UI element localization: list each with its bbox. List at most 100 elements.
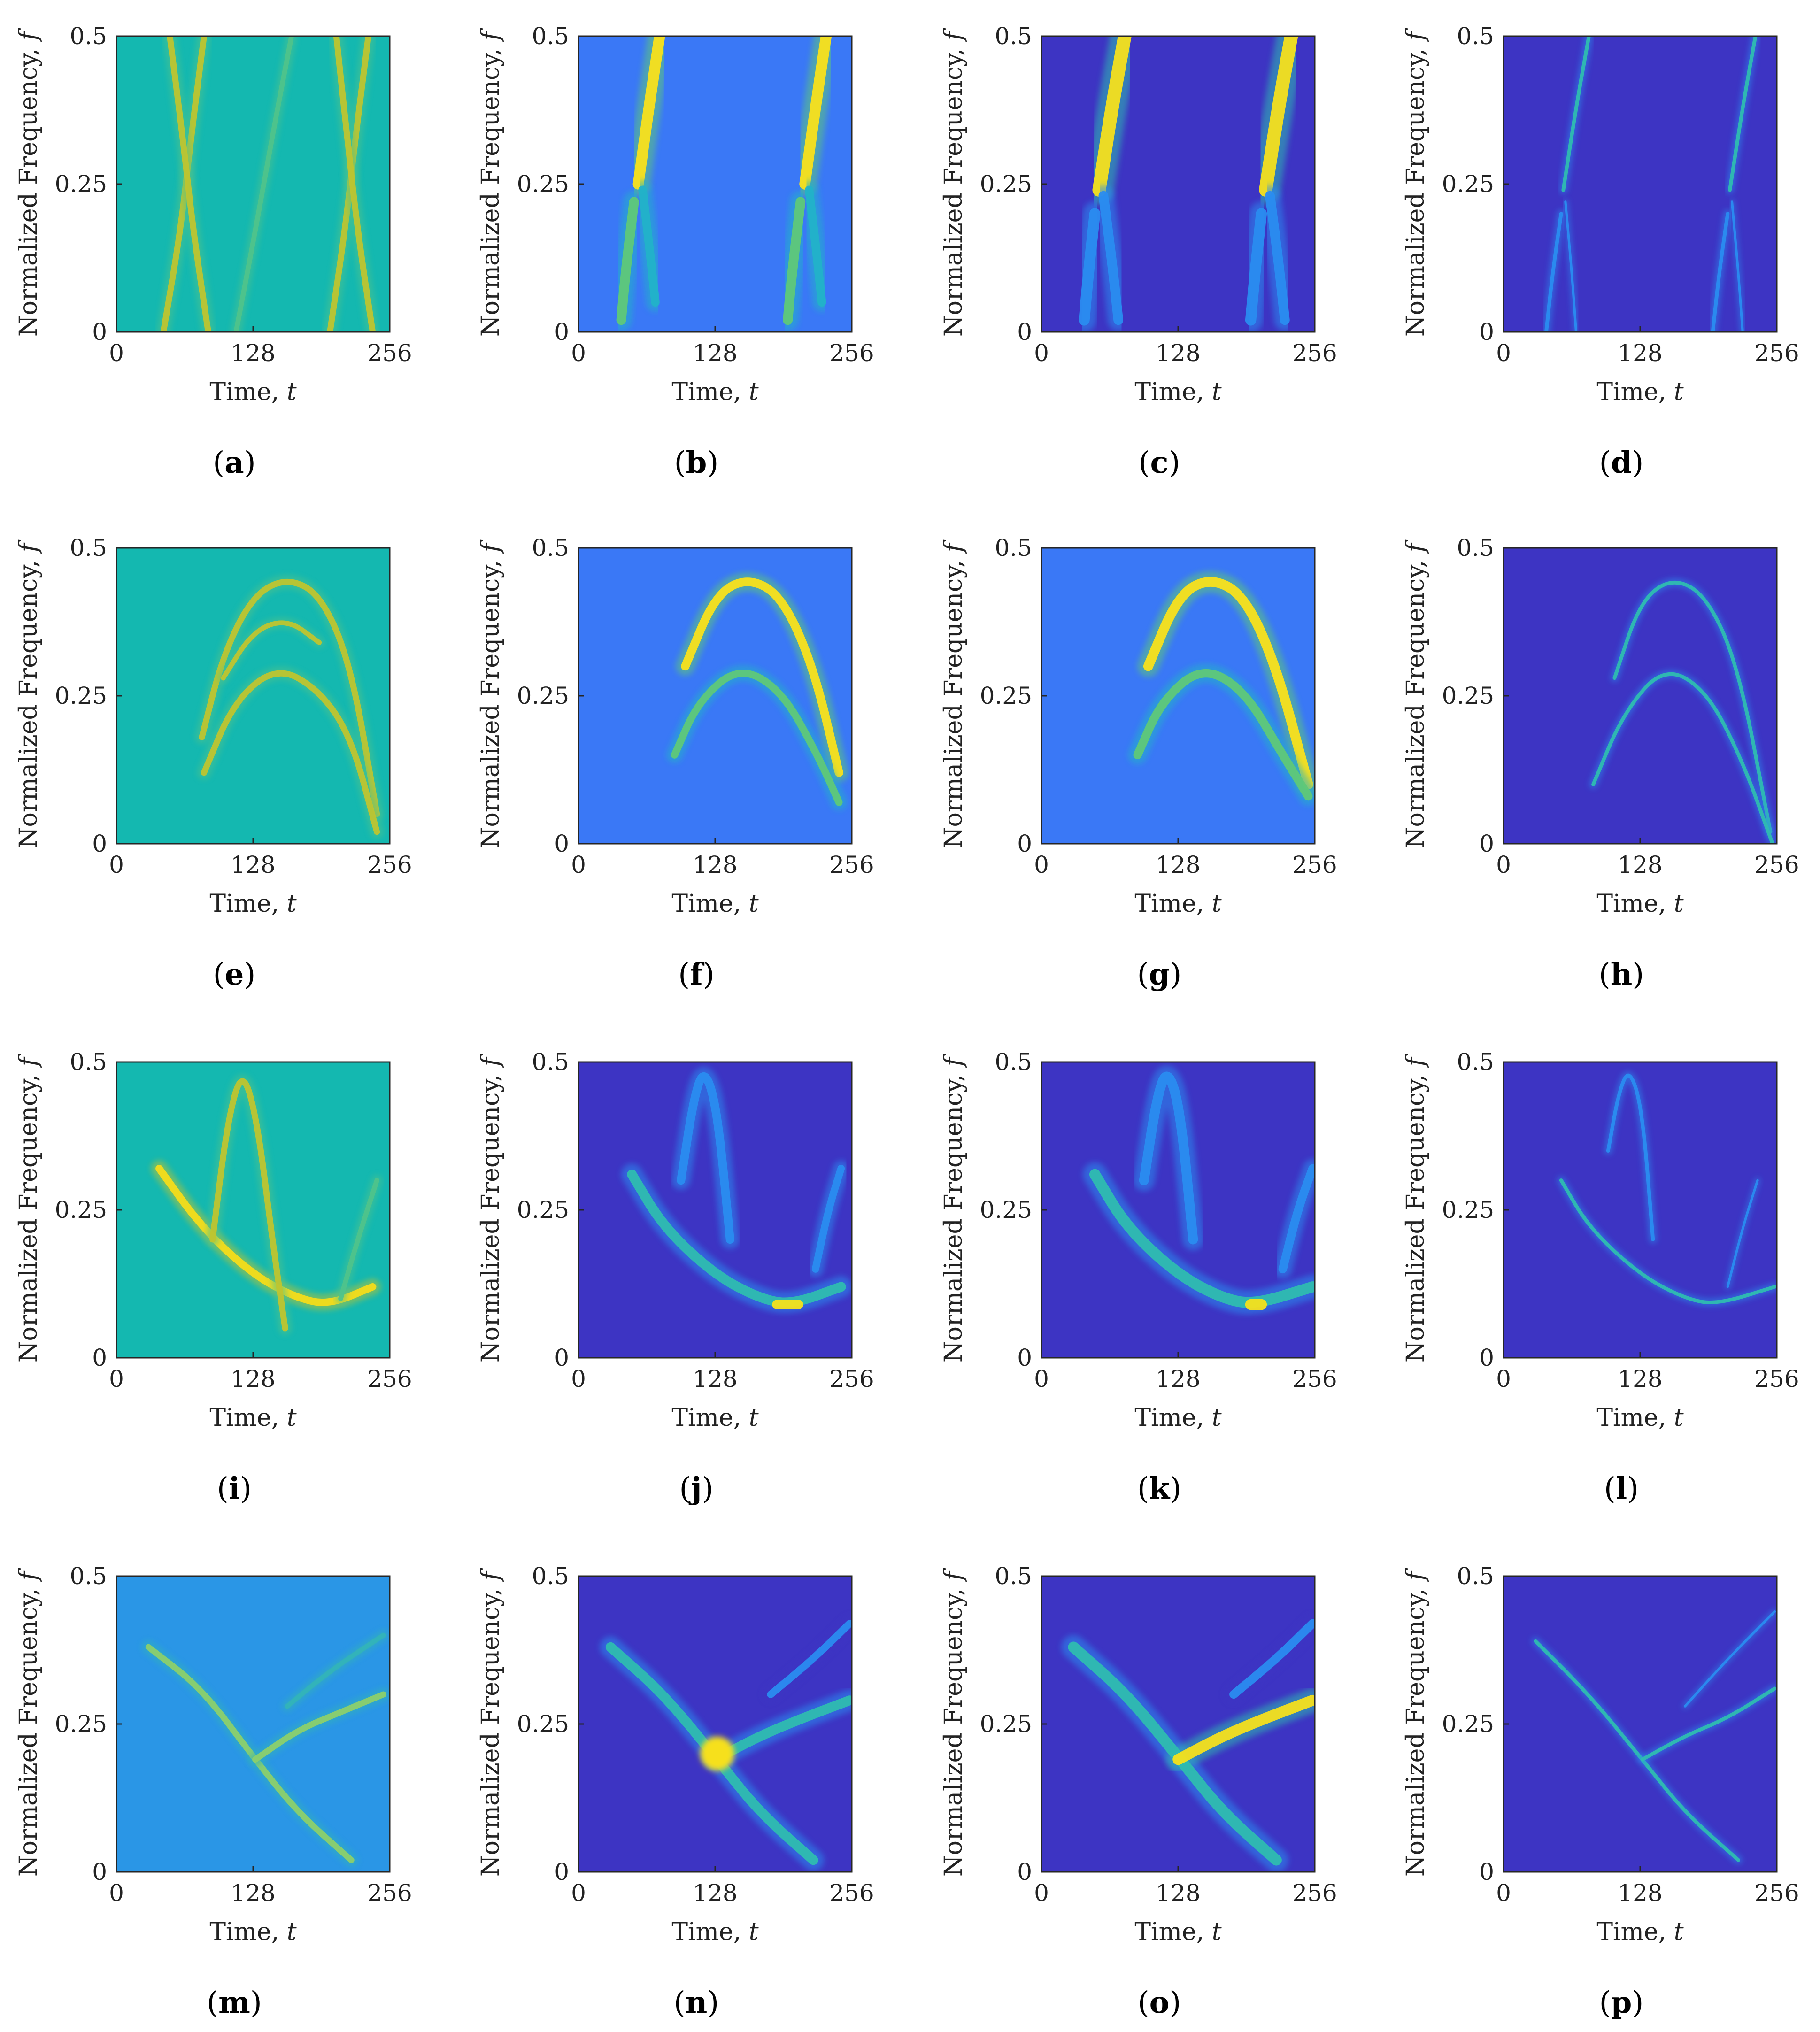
y-tick-label: 0.5 [532,534,569,562]
x-tick-label: 256 [829,1365,874,1393]
y-tick-label: 0 [1017,830,1032,857]
ridge-1 [1092,36,1132,197]
x-tick-label: 0 [1496,1365,1511,1393]
x-tick-label: 256 [1754,339,1799,367]
x-axis-label-text: Time, [209,1404,286,1432]
x-axis-variable: t [1674,890,1684,918]
x-axis-label-text: Time, [209,1918,286,1946]
ridge-2 [677,1072,734,1244]
y-tick-label: 0 [92,830,107,857]
x-axis-label: Time, t [1596,1918,1683,1946]
panel-b: 0 128 256 0 0.25 0.5 Time, t Normalized Frequen… [477,23,874,480]
ridge-1 [1559,1178,1777,1304]
ridge-2 [1640,1686,1777,1762]
ridge-3 [1564,200,1578,332]
heatmap-ridges [610,36,839,331]
panel-m: 0 128 256 0 0.25 0.5 Time, t Normalized Frequen… [15,1562,412,2020]
x-tick-label: 256 [829,851,874,878]
y-axis-label: Normalized Frequency, f [15,1054,43,1362]
y-axis-variable: f [477,1568,505,1582]
panel-d: 0 128 256 0 0.25 0.5 Time, t Normalized Frequen… [1402,23,1799,480]
panel-l: 0 128 256 0 0.25 0.5 Time, t Normalized Frequen… [1402,1048,1799,1506]
panel-caption: (o) [1138,1985,1181,2020]
panel-caption-letter: d [1611,445,1632,480]
heatmap-ridges [666,572,848,810]
panel-g: 0 128 256 0 0.25 0.5 Time, t Normalized Frequen… [940,534,1337,992]
y-axis-label: Normalized Frequency, f [940,1568,968,1877]
y-tick-label: 0.5 [69,23,107,50]
y-tick-label: 0.25 [55,1710,107,1738]
x-tick-label: 0 [109,1879,124,1907]
y-tick-label: 0.5 [1457,534,1494,562]
y-axis-variable: f [940,28,968,42]
x-tick-label: 128 [1618,339,1662,367]
y-axis-variable: f [1402,1568,1430,1582]
x-axis-label: Time, t [671,890,758,918]
x-tick-label: 0 [109,339,124,367]
y-tick-label: 0.5 [69,1562,107,1590]
x-axis-label: Time, t [1596,1404,1683,1432]
panel-j: 0 128 256 0 0.25 0.5 Time, t Normalized Frequen… [477,1048,874,1506]
x-tick-label: 256 [1292,339,1337,367]
panel-caption-letter: j [688,1471,702,1506]
y-tick-label: 0.25 [980,1710,1032,1738]
y-tick-label: 0 [554,1344,569,1371]
panel-caption: (n) [674,1985,719,2020]
x-axis-label-text: Time, [1134,890,1211,918]
ridge-1 [1143,577,1313,790]
y-axis-label-text: Normalized Frequency, [477,1580,505,1877]
x-axis-label: Time, t [209,378,296,406]
x-axis-label-text: Time, [209,890,286,918]
panel-e: 0 128 256 0 0.25 0.5 Time, t Normalized Frequen… [15,534,412,992]
y-tick-label: 0.5 [69,534,107,562]
x-axis-variable: t [1674,378,1684,406]
heatmap-ridges [195,575,384,839]
x-tick-label: 0 [1034,851,1049,878]
y-tick-label: 0.25 [980,682,1032,709]
y-tick-label: 0 [1017,1344,1032,1371]
y-tick-label: 0 [1479,830,1494,857]
ridge-5 [1711,212,1730,332]
x-tick-label: 0 [1034,1365,1049,1393]
ridge-5 [783,197,806,325]
y-axis-label: Normalized Frequency, f [940,1054,968,1362]
y-tick-label: 0.5 [995,23,1032,50]
x-axis-label: Time, t [1134,378,1221,406]
ridge-5 [1245,208,1267,326]
panel-caption: (m) [207,1985,262,2020]
panel-caption-letter: a [224,445,244,480]
y-axis-label-text: Normalized Frequency, [1402,1066,1430,1362]
y-axis-label: Normalized Frequency, f [940,28,968,337]
y-tick-label: 0 [1017,1858,1032,1886]
x-tick-label: 0 [571,1365,586,1393]
y-tick-label: 0.25 [1442,1710,1494,1738]
x-tick-label: 128 [1618,1879,1662,1907]
ridge-4 [811,1165,845,1273]
y-tick-label: 0.25 [517,1196,569,1224]
panel-caption-letter: o [1149,1985,1170,2020]
y-tick-label: 0.5 [1457,23,1494,50]
panel-caption: (g) [1137,957,1182,992]
panel-p: 0 128 256 0 0.25 0.5 Time, t Normalized Frequen… [1402,1562,1799,2020]
x-axis-label: Time, t [1596,378,1683,406]
x-axis-label-text: Time, [671,1918,748,1946]
x-tick-label: 256 [367,1879,412,1907]
x-axis-label: Time, t [671,378,758,406]
x-tick-label: 0 [571,851,586,878]
ridge-4 [327,36,372,332]
ridge-2 [167,36,212,332]
x-tick-label: 0 [109,851,124,878]
y-axis-variable: f [940,1568,968,1582]
x-axis-label: Time, t [209,1918,296,1946]
y-tick-label: 0.5 [532,23,569,50]
panel-i: 0 128 256 0 0.25 0.5 Time, t Normalized Frequen… [15,1048,412,1506]
y-axis-label: Normalized Frequency, f [477,28,505,337]
y-tick-label: 0.5 [1457,1048,1494,1076]
panel-caption-letter: k [1149,1471,1171,1506]
x-tick-label: 128 [1156,851,1200,878]
panel-c: 0 128 256 0 0.25 0.5 Time, t Normalized Frequen… [940,23,1337,480]
ridge-2 [1079,208,1101,326]
heatmap-ridges [151,1074,383,1335]
panel-caption: (l) [1604,1471,1639,1506]
y-axis-label: Normalized Frequency, f [1402,1054,1430,1362]
